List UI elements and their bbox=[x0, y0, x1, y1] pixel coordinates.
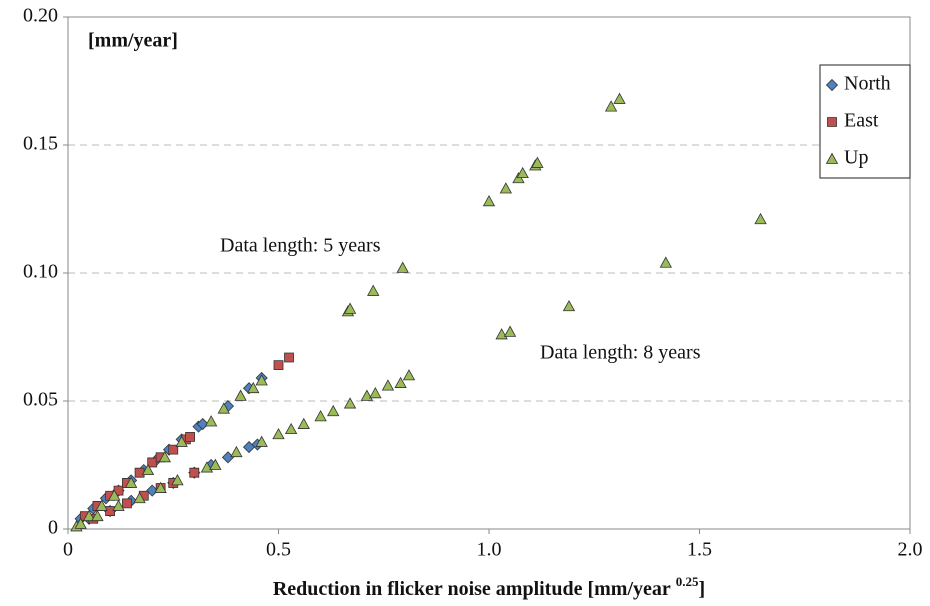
x-tick-label: 0 bbox=[63, 539, 73, 561]
point bbox=[659, 256, 672, 268]
point bbox=[327, 404, 340, 417]
legend-label: East bbox=[844, 110, 879, 132]
point bbox=[122, 498, 132, 509]
point bbox=[516, 166, 529, 179]
point bbox=[613, 92, 626, 104]
point bbox=[297, 417, 310, 429]
point bbox=[247, 381, 260, 394]
point bbox=[171, 474, 184, 486]
x-axis-label-end: ] bbox=[699, 578, 706, 600]
point bbox=[255, 374, 268, 386]
legend-marker bbox=[825, 78, 839, 92]
point bbox=[367, 284, 380, 296]
point bbox=[604, 100, 618, 112]
point bbox=[133, 491, 146, 504]
point bbox=[141, 463, 155, 476]
point bbox=[381, 379, 395, 391]
annotation: Data length: 5 years bbox=[220, 235, 381, 257]
point bbox=[134, 467, 145, 478]
point bbox=[154, 481, 167, 493]
point bbox=[196, 417, 209, 431]
x-axis-label-text: Reduction in flicker noise amplitude [mm… bbox=[273, 578, 671, 600]
point bbox=[754, 212, 767, 225]
point bbox=[189, 467, 200, 478]
point bbox=[105, 506, 115, 516]
x-tick-label: 1.5 bbox=[687, 539, 712, 561]
legend-marker bbox=[825, 152, 839, 164]
point bbox=[158, 450, 172, 463]
point bbox=[284, 352, 294, 363]
y-unit-label: [mm/year] bbox=[88, 30, 178, 52]
point bbox=[402, 369, 416, 381]
legend-marker bbox=[827, 117, 837, 127]
point bbox=[168, 444, 179, 455]
y-tick-label: 0.05 bbox=[23, 389, 58, 411]
plot-frame bbox=[67, 16, 911, 530]
point bbox=[562, 299, 576, 312]
point bbox=[147, 457, 158, 468]
point bbox=[369, 386, 382, 399]
point bbox=[175, 435, 188, 447]
y-tick-label: 0.10 bbox=[23, 261, 58, 283]
point bbox=[91, 509, 104, 522]
point bbox=[343, 302, 357, 314]
point bbox=[108, 489, 121, 501]
point bbox=[209, 458, 222, 470]
x-tick-label: 2.0 bbox=[898, 539, 923, 561]
point bbox=[74, 517, 87, 529]
point bbox=[124, 476, 138, 488]
point bbox=[531, 156, 544, 168]
x-tick-label: 1.0 bbox=[477, 539, 502, 561]
point bbox=[234, 389, 247, 401]
point bbox=[112, 499, 125, 511]
point bbox=[221, 451, 235, 464]
point bbox=[204, 415, 218, 427]
point bbox=[499, 182, 513, 194]
point bbox=[396, 261, 409, 273]
point bbox=[394, 376, 407, 388]
point bbox=[217, 402, 230, 414]
point bbox=[343, 397, 357, 409]
point bbox=[272, 427, 285, 440]
point bbox=[284, 422, 298, 435]
y-tick-label: 0.15 bbox=[23, 133, 58, 155]
point bbox=[95, 499, 108, 511]
point bbox=[230, 445, 243, 458]
point bbox=[314, 410, 327, 422]
point bbox=[82, 509, 96, 522]
y-tick-label: 0.20 bbox=[23, 5, 58, 27]
legend-label: Up bbox=[844, 147, 868, 169]
point bbox=[482, 194, 496, 207]
point bbox=[503, 325, 517, 337]
x-axis-label: Reduction in flicker noise amplitude [mm… bbox=[273, 574, 705, 600]
legend-label: North bbox=[844, 73, 891, 95]
point bbox=[273, 360, 284, 371]
point bbox=[255, 435, 268, 447]
x-tick-label: 0.5 bbox=[266, 539, 291, 561]
x-axis-label-superscript: 0.25 bbox=[676, 574, 699, 589]
annotation: Data length: 8 years bbox=[540, 342, 701, 364]
point bbox=[185, 431, 195, 442]
y-tick-label: 0 bbox=[48, 517, 58, 539]
